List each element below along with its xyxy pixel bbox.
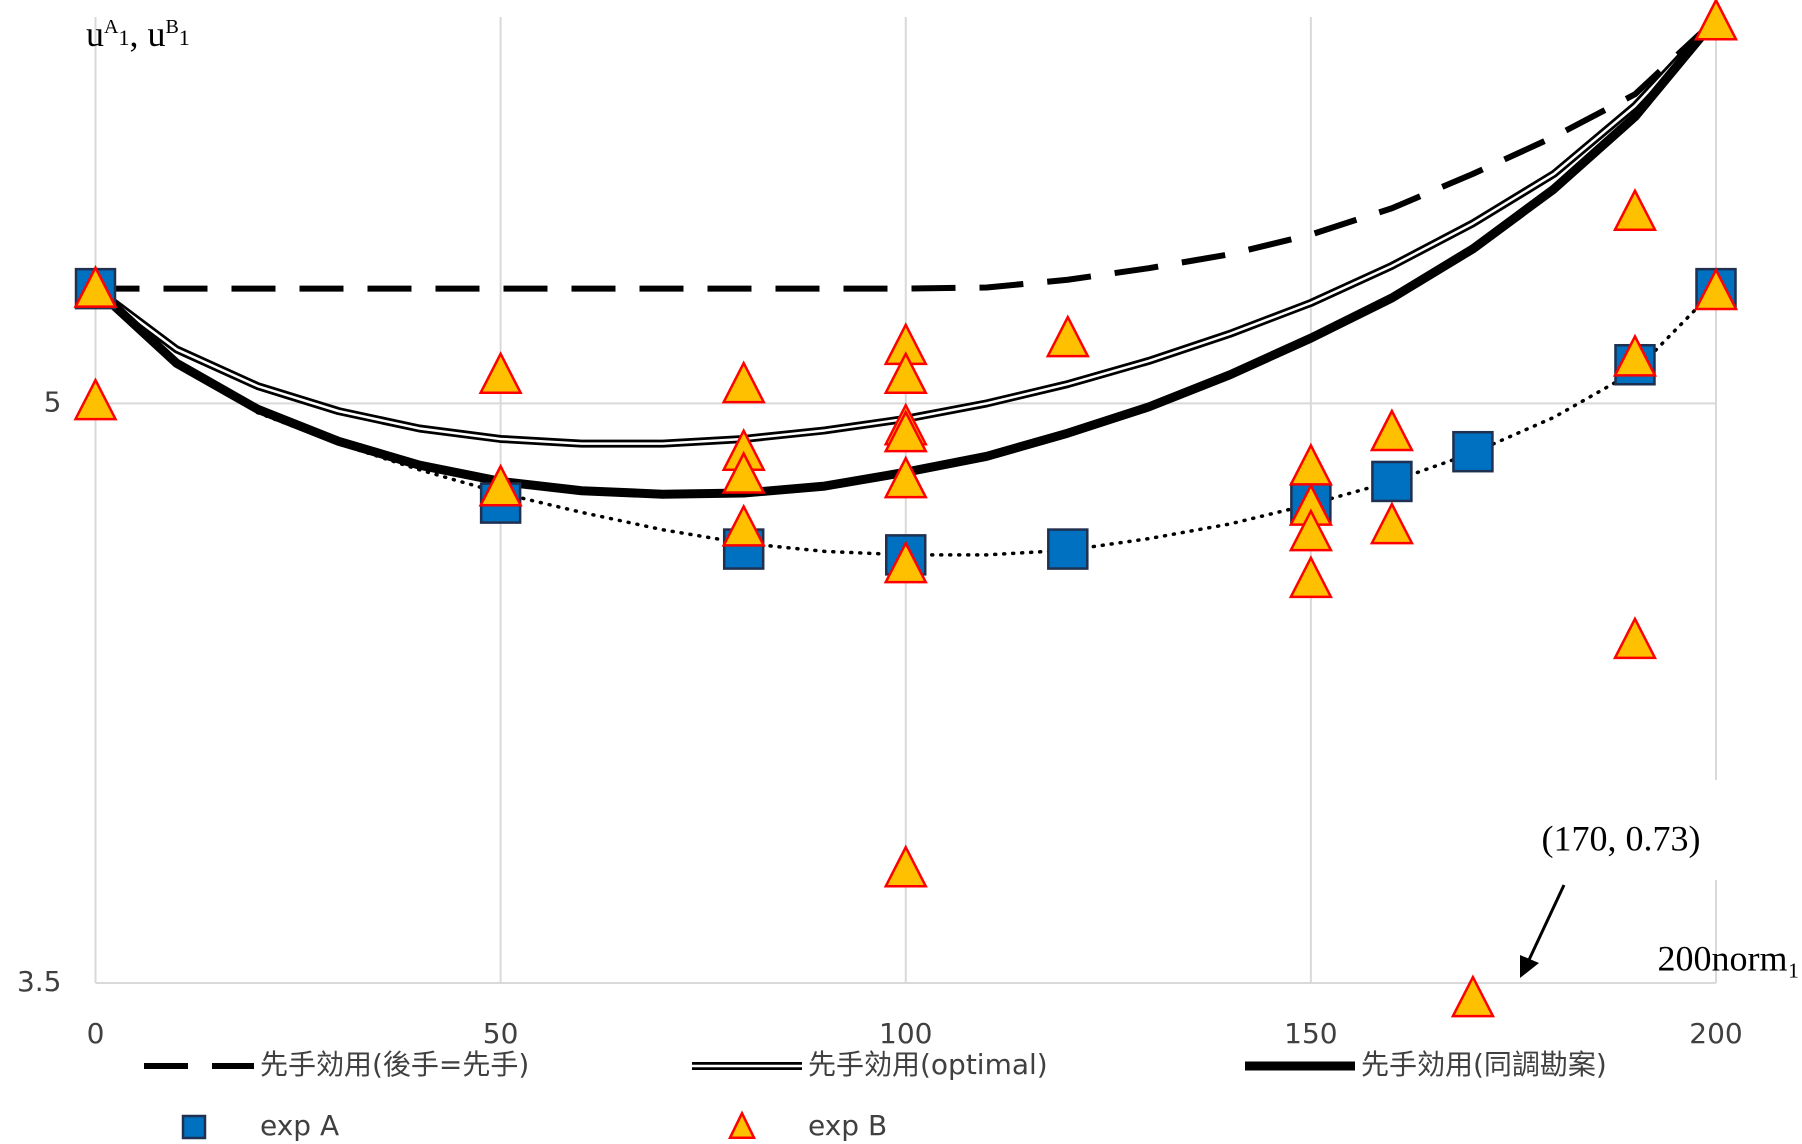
triangle-marker — [883, 351, 928, 395]
triangle-marker — [883, 409, 928, 453]
triangle-marker — [73, 377, 118, 421]
triangle-marker — [478, 463, 523, 507]
y-label-part: , u — [129, 14, 165, 54]
arrow-head — [1520, 955, 1539, 978]
triangle-marker — [883, 455, 928, 499]
triangle-marker — [883, 540, 928, 584]
x-axis-label: 200norm₁ — [1657, 938, 1800, 978]
y-label-part: 1 — [118, 25, 129, 50]
triangle-marker — [1612, 188, 1658, 231]
plot — [73, 0, 1739, 1018]
triangle-marker — [1288, 442, 1333, 486]
legend: 先手効用(後手=先手) 先手効用(optimal) 先手効用(同調勘案) exp A e… — [144, 1048, 1607, 1142]
line-series — [95, 16, 1719, 292]
x-tick-label: 150 — [1284, 1017, 1337, 1050]
triangle-marker — [1288, 508, 1333, 552]
triangle-marker — [1369, 408, 1414, 452]
square-marker — [1371, 460, 1413, 503]
triangle-marker — [478, 351, 523, 395]
y-label-part: u — [86, 14, 104, 54]
square-marker — [1452, 430, 1494, 473]
triangle-marker — [1612, 616, 1658, 660]
grid: 0 50 100 150 200 3.5 5 — [17, 17, 1743, 1050]
y-label-part: B — [165, 16, 178, 38]
legend-label: exp A — [260, 1109, 339, 1142]
x-tick-label: 100 — [879, 1017, 932, 1050]
triangle-marker — [1693, 0, 1739, 41]
square-marker — [1047, 528, 1089, 570]
y-tick-label: 3.5 — [17, 965, 62, 998]
legend-label: 先手効用(同調勘案) — [1361, 1048, 1607, 1081]
y-axis-label: uA1, uB1 — [86, 14, 190, 54]
legend-label: 先手効用(後手=先手) — [260, 1048, 529, 1081]
triangle-marker — [727, 1110, 757, 1140]
x-tick-label: 200 — [1689, 1017, 1742, 1050]
x-tick-label: 0 — [87, 1017, 105, 1050]
square-marker — [181, 1114, 207, 1140]
triangle-marker — [883, 844, 928, 888]
y-label-part: 1 — [179, 25, 190, 50]
triangle-marker — [1369, 501, 1414, 545]
annotation-backdrop — [1600, 780, 1740, 880]
triangle-marker — [1450, 974, 1495, 1018]
y-tick-label: 5 — [44, 385, 62, 418]
annotation: (170, 0.73) — [1542, 818, 1701, 858]
legend-label: exp B — [808, 1109, 887, 1142]
annotation-arrow — [1526, 884, 1566, 963]
triangle-marker — [1612, 333, 1658, 377]
line-series — [255, 286, 1718, 557]
legend-label: 先手効用(optimal) — [808, 1048, 1048, 1081]
triangle-marker — [1045, 314, 1090, 358]
x-tick-label: 50 — [483, 1017, 519, 1050]
triangle-marker — [721, 360, 766, 404]
triangle-marker — [721, 450, 766, 494]
triangle-marker — [73, 264, 118, 308]
y-label-part: A — [104, 16, 119, 38]
triangle-marker — [721, 503, 766, 547]
triangle-marker — [1288, 555, 1333, 599]
triangle-marker — [1693, 267, 1739, 311]
